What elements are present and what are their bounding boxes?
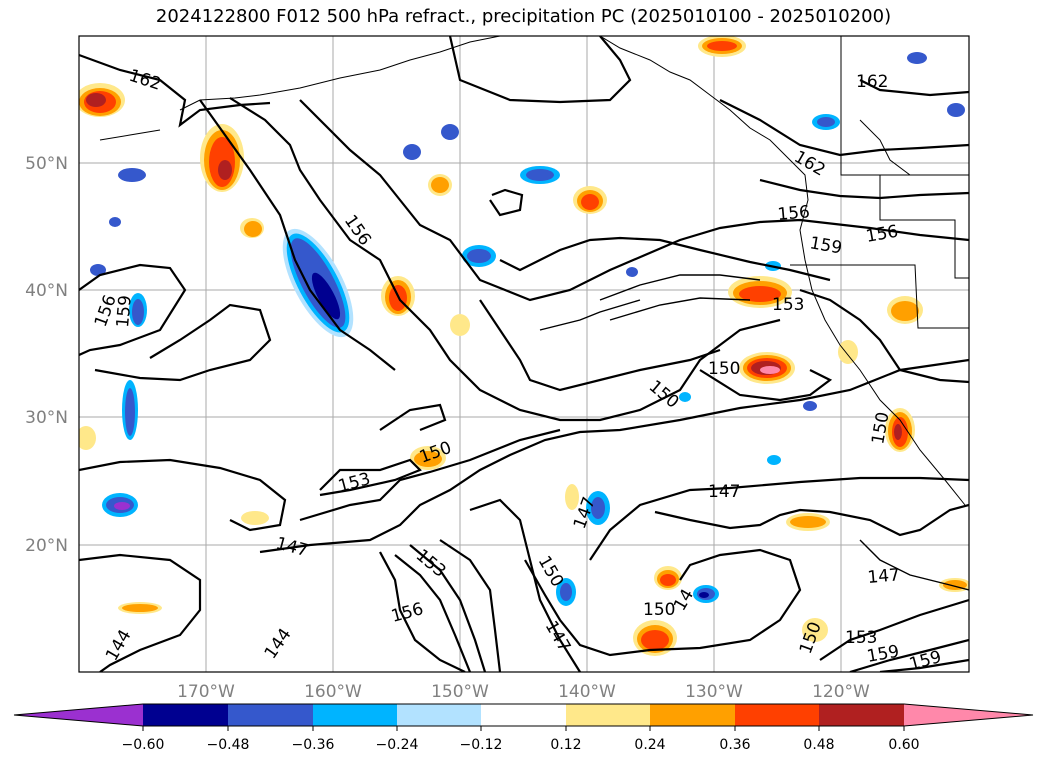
colorbar-bin [143,704,228,726]
lon-label-130w: 130°W [685,682,743,702]
colorbar-bin [313,704,397,726]
longitude-labels: 170°W 160°W 150°W 140°W 130°W 120°W [177,682,870,702]
lon-label-120w: 120°W [812,682,870,702]
colorbar-ticks [142,726,905,731]
colorbar-bin [228,704,313,726]
contour-label: 153 [845,628,877,648]
contours-thin [539,274,969,591]
colorbar-extend-high [904,704,1033,726]
lat-label-20n: 20°N [25,536,68,556]
lat-label-40n: 40°N [25,281,68,301]
colorbar-tick-label: 0.24 [634,737,665,753]
colorbar-bin [481,704,566,726]
lon-label-140w: 140°W [558,682,616,702]
colorbar-tick-label: −0.36 [292,737,335,753]
contour-label: 156 [777,202,811,225]
latitude-labels: 50°N 40°N 30°N 20°N [25,154,68,556]
contours [79,36,969,672]
colorbar-tick-label: 0.12 [550,737,581,753]
colorbar-tick-label: −0.24 [376,737,419,753]
colorbar-tick-label: −0.60 [122,737,165,753]
lon-label-170w: 170°W [177,682,235,702]
colorbar-extend-low [14,704,143,726]
lon-label-150w: 150°W [431,682,489,702]
colorbar-tick-label: 0.36 [719,737,750,753]
contour-label: 150 [643,600,675,620]
colorbar-bin [650,704,735,726]
colorbar-tick-labels: −0.60 −0.48 −0.36 −0.24 −0.12 0.12 0.24 … [122,737,920,753]
colorbar-bin [819,704,904,726]
precip-positive-areas [79,36,969,656]
contour-label: 162 [856,72,888,92]
colorbar: −0.60 −0.48 −0.36 −0.24 −0.12 0.12 0.24 … [13,703,1034,753]
lat-label-30n: 30°N [25,408,68,428]
colorbar-bin [566,704,650,726]
colorbar-bin [397,704,481,726]
lon-label-160w: 160°W [304,682,362,702]
colorbar-tick-label: 0.60 [888,737,919,753]
colorbar-tick-label: 0.48 [803,737,834,753]
lat-label-50n: 50°N [25,154,68,174]
map-frame [78,35,970,673]
contour-label: 159 [113,294,136,328]
contour-label: 147 [867,565,901,588]
colorbar-tick-label: −0.12 [460,737,503,753]
colorbar-tick-label: −0.48 [207,737,250,753]
precip-negative-areas [90,52,965,606]
contour-label: 150 [708,359,740,379]
contour-label: 147 [708,482,740,502]
contour-label: 153 [772,295,804,315]
chart-title: 2024122800 F012 500 hPa refract., precip… [155,6,892,27]
colorbar-bin [735,704,819,726]
precip-positive-core [86,93,902,440]
